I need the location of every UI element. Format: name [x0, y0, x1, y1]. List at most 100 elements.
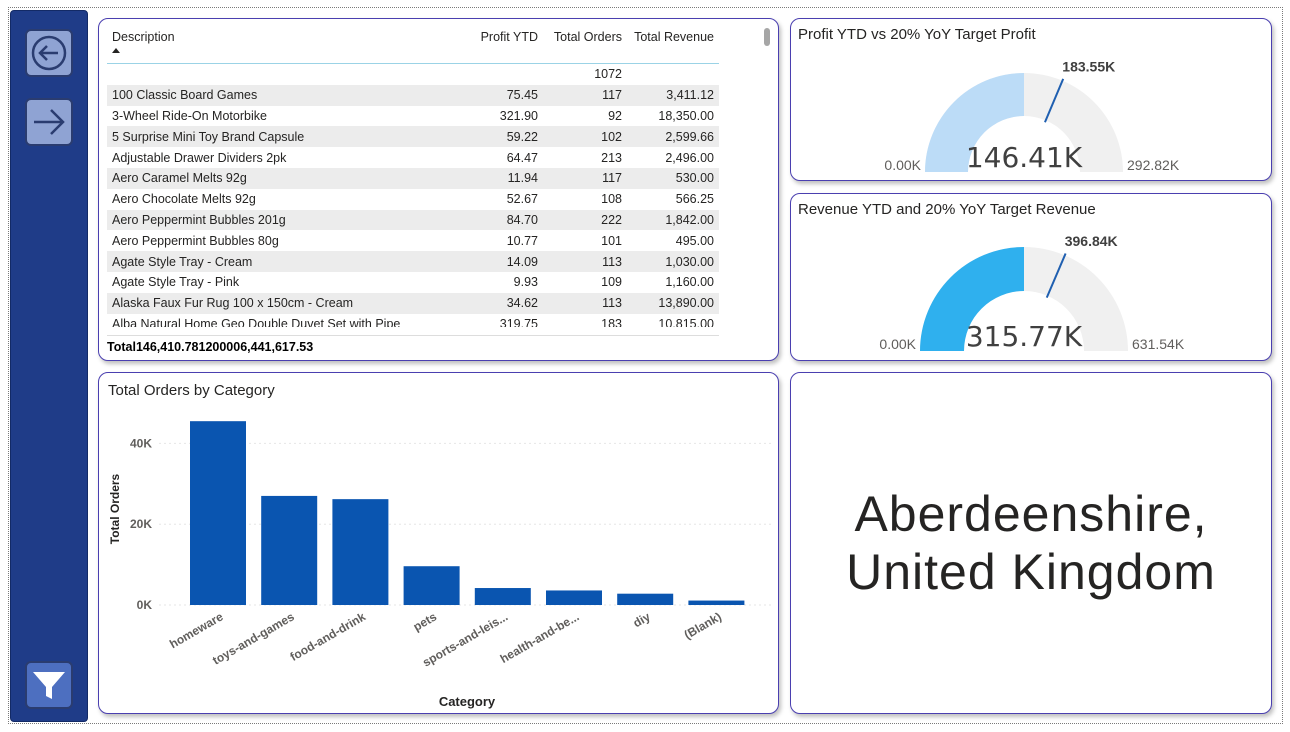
- bar-food-and-drink[interactable]: [332, 499, 389, 605]
- forward-button[interactable]: [25, 98, 73, 146]
- header-description[interactable]: Description: [112, 30, 175, 44]
- table-row[interactable]: Adjustable Drawer Dividers 2pk 64.47 213 2,…: [107, 147, 719, 168]
- y-tick-label: 0K: [137, 598, 153, 612]
- gauge-value-label: 315.77K: [966, 320, 1083, 353]
- cell-profit: 52.67: [506, 192, 538, 207]
- cell-description: Agate Style Tray - Pink: [112, 275, 240, 290]
- x-tick-label: pets: [411, 609, 440, 634]
- gauge-max-label: 292.82K: [1127, 157, 1180, 173]
- table-row[interactable]: Aero Caramel Melts 92g 11.94 117 530.00: [107, 167, 719, 189]
- table-row[interactable]: Alba Natural Home Geo Double Duvet Set w…: [107, 314, 719, 327]
- cell-orders: 213: [601, 150, 622, 165]
- bar-diy[interactable]: [617, 593, 674, 605]
- cell-revenue: 13,890.00: [658, 296, 714, 311]
- cell-profit: 64.47: [506, 150, 538, 165]
- cell-orders: 113: [602, 254, 622, 269]
- table-row[interactable]: Agate Style Tray - Cream 14.09 113 1,030.00: [107, 251, 719, 272]
- cell-revenue: 2,496.00: [665, 150, 714, 165]
- profit-gauge-title: Profit YTD vs 20% YoY Target Profit: [798, 26, 1036, 43]
- location-country: United Kingdom: [846, 544, 1216, 600]
- table-row[interactable]: Aero Peppermint Bubbles 80g 10.77 101 495.0…: [107, 230, 719, 251]
- table-row[interactable]: 3-Wheel Ride-On Motorbike 321.90 92 18,350.…: [107, 106, 719, 127]
- header-total-revenue[interactable]: Total Revenue: [634, 30, 714, 44]
- cell-profit: 9.93: [513, 275, 538, 290]
- cell-profit: 34.62: [506, 296, 538, 311]
- cell-orders: 1072: [594, 67, 622, 82]
- product-table-card: Description Profit YTD Total Orders Tota…: [98, 18, 779, 361]
- cell-description: 5 Surprise Mini Toy Brand Capsule: [112, 129, 305, 144]
- table-row[interactable]: Agate Style Tray - Pink 9.93 109 1,160.00: [107, 272, 719, 293]
- table-row[interactable]: Alaska Faux Fur Rug 100 x 150cm - Cream 3…: [107, 292, 719, 314]
- cell-profit: 84.70: [506, 212, 538, 227]
- revenue-gauge: 315.77K 0.00K 631.54K 396.84K: [879, 233, 1184, 353]
- revenue-gauge-card: Revenue YTD and 20% YoY Target Revenue 3…: [790, 193, 1272, 361]
- back-button[interactable]: [25, 29, 73, 77]
- x-tick-label: food-and-drink: [288, 609, 369, 664]
- profit-gauge-card: Profit YTD vs 20% YoY Target Profit 146.…: [790, 18, 1272, 181]
- location-region: Aberdeenshire,: [854, 486, 1208, 542]
- cell-orders: 101: [601, 233, 622, 248]
- cell-revenue: 530.00: [675, 171, 714, 186]
- table-row[interactable]: 5 Surprise Mini Toy Brand Capsule 59.22 10…: [107, 126, 719, 148]
- cell-description: 3-Wheel Ride-On Motorbike: [112, 108, 267, 123]
- cell-profit: 11.94: [507, 171, 538, 186]
- cell-revenue: 18,350.00: [658, 108, 714, 123]
- cell-orders: 113: [602, 296, 622, 311]
- x-tick-label: diy: [631, 609, 653, 630]
- product-table: Description Profit YTD Total Orders Tota…: [107, 27, 719, 327]
- x-axis-label: Category: [439, 694, 496, 709]
- table-total-row: Total 146,410.78 120000 6,441,617.53: [107, 335, 719, 357]
- table-row[interactable]: 100 Classic Board Games 75.45 117 3,411.12: [107, 84, 719, 106]
- total-orders: 120000: [198, 339, 241, 354]
- header-total-orders[interactable]: Total Orders: [553, 30, 622, 44]
- bar-toys-and-games[interactable]: [261, 495, 318, 605]
- cell-revenue: 495.00: [675, 233, 714, 248]
- bar-homeware[interactable]: [190, 421, 246, 605]
- cell-description: Aero Peppermint Bubbles 80g: [112, 233, 279, 248]
- cell-description: 100 Classic Board Games: [112, 88, 258, 103]
- profit-gauge: 146.41K 0.00K 292.82K 183.55K: [884, 59, 1180, 174]
- filter-button[interactable]: [25, 661, 73, 709]
- cell-profit: 10.77: [506, 233, 538, 248]
- table-row[interactable]: Aero Peppermint Bubbles 201g 84.70 222 1,84…: [107, 209, 719, 231]
- table-scrollbar[interactable]: [764, 28, 770, 46]
- gauge-min-label: 0.00K: [884, 157, 921, 173]
- cell-description: Aero Chocolate Melts 92g: [112, 192, 256, 207]
- cell-description: Agate Style Tray - Cream: [112, 254, 253, 269]
- cell-orders: 117: [602, 88, 622, 103]
- bar--blank[interactable]: [688, 600, 745, 605]
- total-revenue: 6,441,617.53: [240, 339, 314, 354]
- cell-profit: 14.09: [506, 254, 538, 269]
- location-card: Aberdeenshire, United Kingdom: [790, 372, 1272, 714]
- funnel-icon: [33, 672, 65, 699]
- location-text: Aberdeenshire, United Kingdom: [791, 373, 1271, 713]
- bar-pets[interactable]: [403, 566, 460, 605]
- x-tick-label: (Blank): [682, 609, 724, 641]
- report-canvas: [8, 7, 1283, 724]
- cell-profit: 75.45: [506, 88, 538, 103]
- cell-orders: 117: [602, 171, 622, 186]
- bar-sports-and-leis[interactable]: [474, 588, 531, 605]
- x-tick-label: homeware: [167, 609, 226, 651]
- header-profit-ytd[interactable]: Profit YTD: [480, 30, 538, 44]
- gauge-target-label: 183.55K: [1062, 59, 1115, 75]
- sort-ascending-icon: [112, 48, 120, 53]
- table-row[interactable]: 1072: [107, 64, 719, 85]
- gauge-min-label: 0.00K: [879, 336, 916, 352]
- cell-orders: 108: [601, 192, 622, 207]
- cell-orders: 183: [601, 316, 622, 327]
- cell-revenue: 1,160.00: [665, 275, 714, 290]
- cell-revenue: 1,030.00: [665, 254, 714, 269]
- gauge-target-marker: [1045, 253, 1067, 299]
- cell-revenue: 10,815.00: [658, 316, 714, 327]
- bar-chart-title: Total Orders by Category: [108, 382, 275, 399]
- arrow-right-icon: [34, 109, 65, 135]
- arrow-left-circle-icon: [31, 35, 67, 71]
- bar-health-and-be[interactable]: [546, 590, 602, 605]
- cell-revenue: 3,411.12: [666, 88, 714, 103]
- table-row[interactable]: Aero Chocolate Melts 92g 52.67 108 566.25: [107, 189, 719, 210]
- cell-profit: 319.75: [499, 316, 538, 327]
- cell-description: Adjustable Drawer Dividers 2pk: [112, 150, 287, 165]
- x-tick-label: health-and-be...: [498, 609, 582, 665]
- gauge-fill: [920, 247, 1024, 351]
